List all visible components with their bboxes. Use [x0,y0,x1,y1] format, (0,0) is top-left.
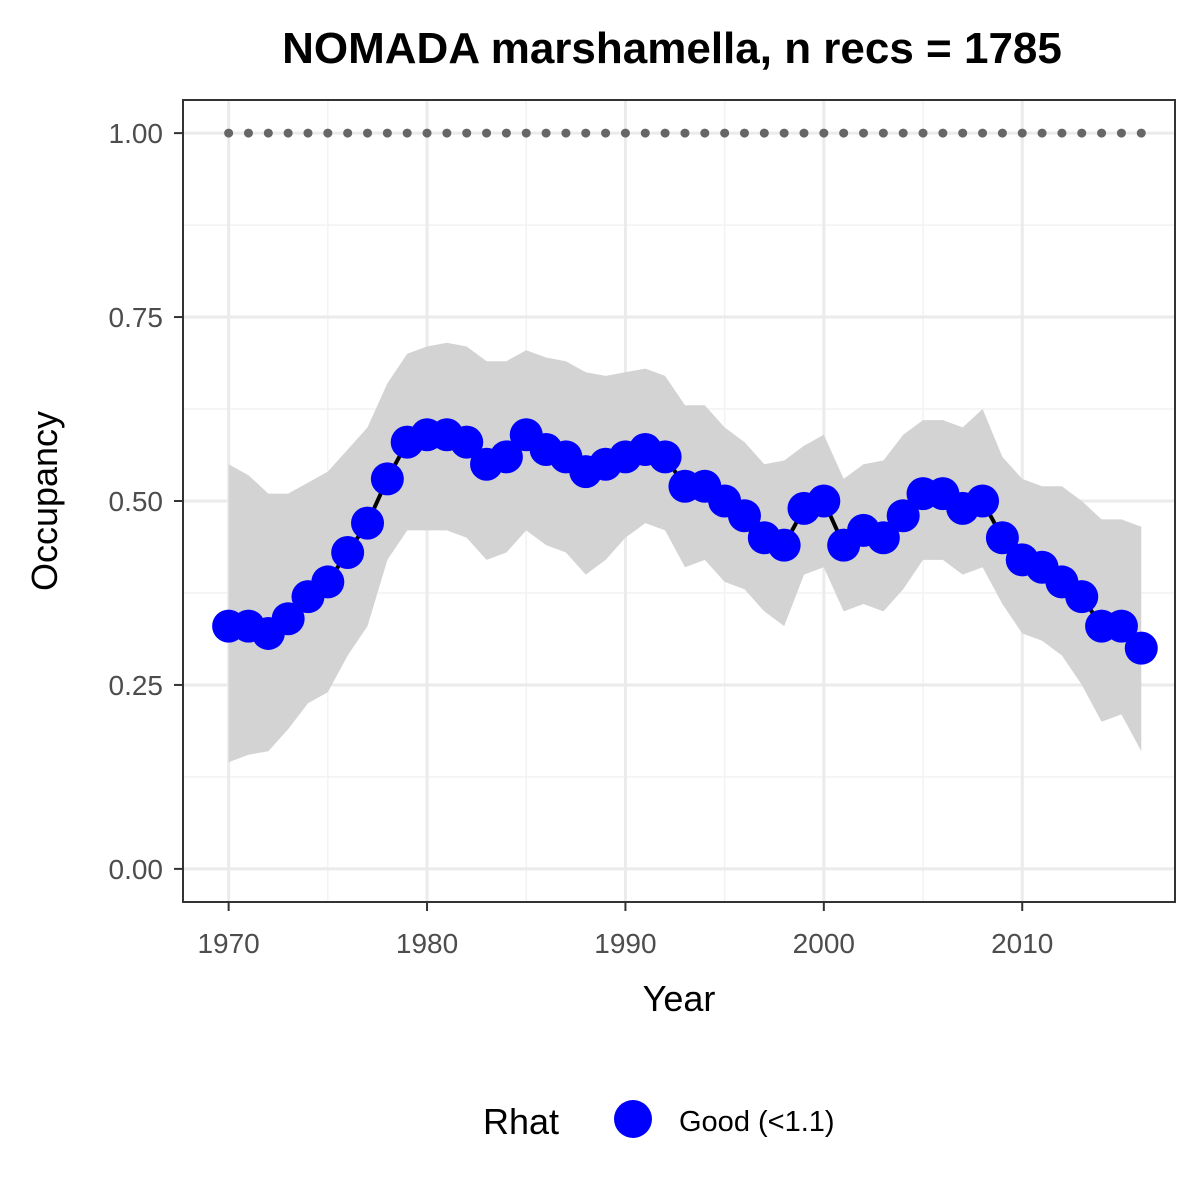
reference-dot [283,128,293,138]
reference-dot [680,128,690,138]
reference-dot [978,128,988,138]
reference-dot [660,128,670,138]
reference-dot [878,128,888,138]
y-tick-label: 0.75 [109,302,164,333]
data-point [450,425,484,459]
reference-dot [243,128,253,138]
data-point [1065,580,1099,614]
reference-dot [839,128,849,138]
data-point [866,521,900,555]
reference-dot [1136,128,1146,138]
reference-dot [799,128,809,138]
y-tick-label: 0.50 [109,486,164,517]
y-tick-label: 0.25 [109,670,164,701]
data-point [1104,609,1138,643]
reference-line-dots [224,128,1146,138]
reference-dot [938,128,948,138]
data-point [648,440,682,474]
reference-dot [442,128,452,138]
x-tick-label: 1980 [396,928,458,959]
x-tick-label: 2000 [793,928,855,959]
x-tick-label: 1990 [594,928,656,959]
reference-dot [759,128,769,138]
reference-dot [1037,128,1047,138]
reference-dot [1077,128,1087,138]
reference-dot [859,128,869,138]
reference-dot [482,128,492,138]
reference-dot [263,128,273,138]
x-tick-label: 1970 [197,928,259,959]
x-axis-ticks: 1970 1980 1990 2000 2010 [197,902,1053,959]
legend: Rhat Good (<1.1) [483,1100,835,1142]
reference-dot [779,128,789,138]
reference-dot [561,128,571,138]
reference-dot [819,128,829,138]
reference-dot [620,128,630,138]
x-tick-label: 2010 [991,928,1053,959]
reference-dot [997,128,1007,138]
reference-dot [720,128,730,138]
reference-dot [739,128,749,138]
data-point [1124,631,1158,665]
reference-dot [581,128,591,138]
reference-dot [541,128,551,138]
reference-dot [918,128,928,138]
y-tick-label: 1.00 [109,118,164,149]
reference-dot [462,128,472,138]
reference-dot [1057,128,1067,138]
data-point [727,499,761,533]
reference-dot [1017,128,1027,138]
reference-dot [343,128,353,138]
data-point [351,506,385,540]
data-point [271,602,305,636]
y-axis-ticks: 0.00 0.25 0.50 0.75 1.00 [109,118,183,885]
reference-dot [422,128,432,138]
y-axis-title: Occupancy [24,411,65,591]
reference-dot [1097,128,1107,138]
data-point [331,536,365,570]
legend-label-good: Good (<1.1) [679,1106,835,1138]
reference-dot [382,128,392,138]
reference-dot [601,128,611,138]
reference-dot [303,128,313,138]
occupancy-points [212,418,1158,665]
data-point [370,462,404,496]
data-point [489,440,523,474]
data-point [886,499,920,533]
reference-dot [363,128,373,138]
reference-dot [1116,128,1126,138]
reference-dot [898,128,908,138]
reference-dot [521,128,531,138]
reference-dot [700,128,710,138]
legend-key-good [614,1100,652,1138]
y-tick-label: 0.00 [109,854,164,885]
data-point [985,521,1019,555]
data-point [807,484,841,518]
reference-dot [958,128,968,138]
reference-dot [323,128,333,138]
reference-dot [640,128,650,138]
data-point [767,528,801,562]
reference-dot [501,128,511,138]
reference-dot [224,128,234,138]
data-point [966,484,1000,518]
reference-dot [402,128,412,138]
x-axis-title: Year [643,978,716,1019]
data-point [311,565,345,599]
chart-title: NOMADA marshamella, n recs = 1785 [282,24,1062,73]
legend-title: Rhat [483,1101,559,1142]
